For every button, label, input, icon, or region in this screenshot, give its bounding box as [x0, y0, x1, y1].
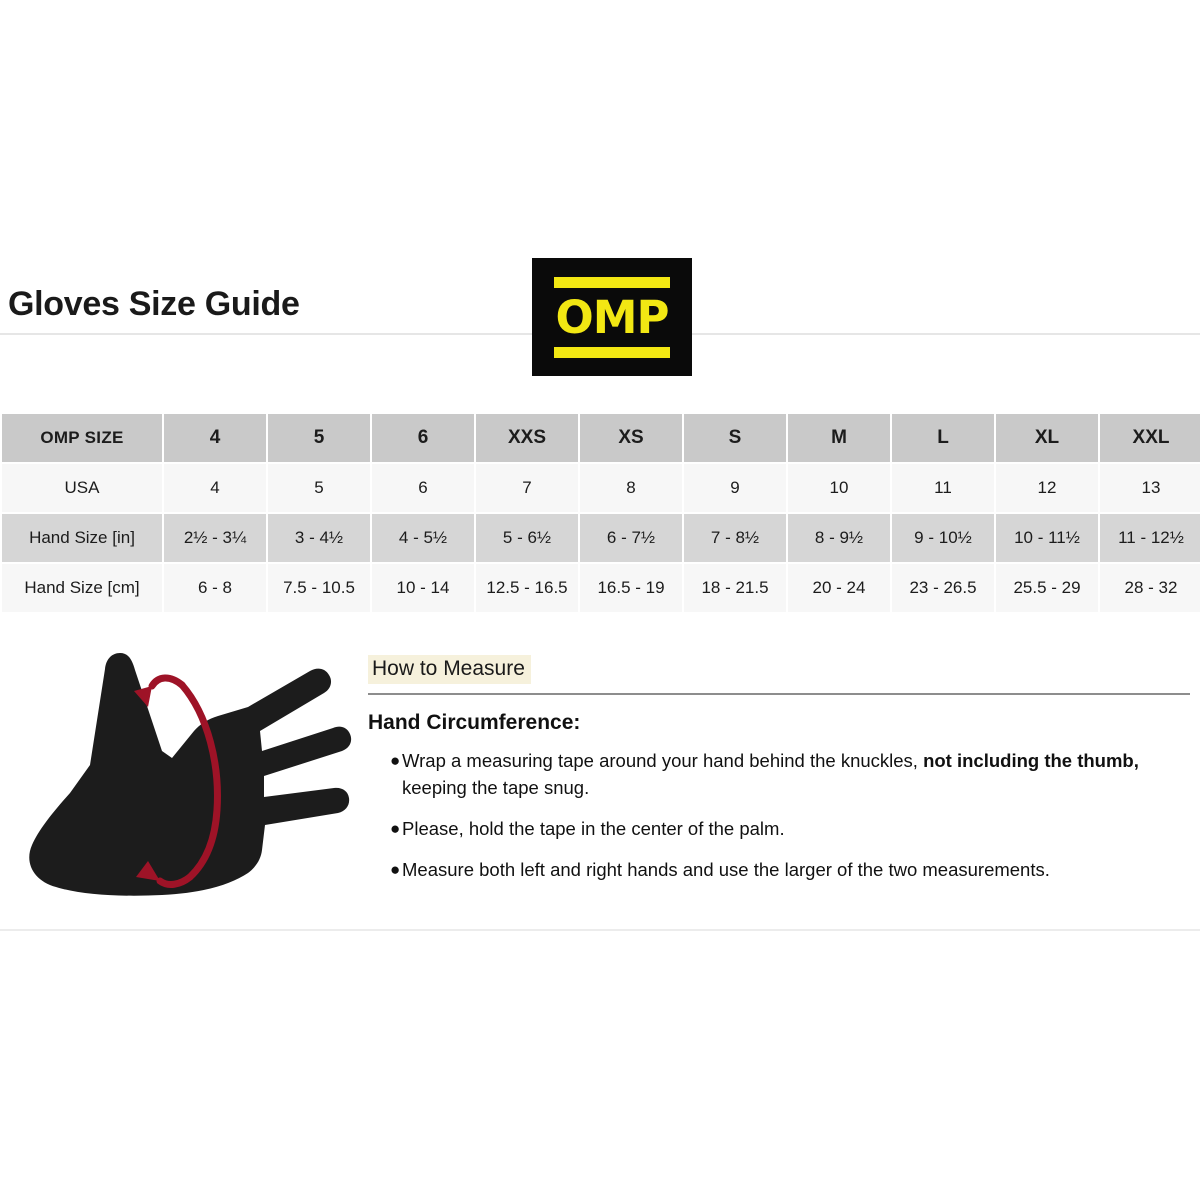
- cell-omp-size-2: 6: [372, 414, 474, 462]
- cell-hand-in-6: 8 - 9½: [788, 514, 890, 562]
- hand-circumference-heading: Hand Circumference:: [368, 711, 581, 734]
- row-label-hand-size-cm: Hand Size [cm]: [2, 564, 162, 612]
- bullet-dot-icon: ●: [390, 819, 401, 838]
- row-label-omp-size: OMP SIZE: [2, 414, 162, 462]
- table-row-hand-size-in: Hand Size [in] 2½ - 3¼ 3 - 4½ 4 - 5½ 5 -…: [2, 514, 1200, 562]
- bullet-1-prefix: Wrap a measuring tape around your hand b…: [402, 750, 924, 771]
- cell-hand-in-1: 3 - 4½: [268, 514, 370, 562]
- cell-hand-in-7: 9 - 10½: [892, 514, 994, 562]
- cell-omp-size-1: 5: [268, 414, 370, 462]
- logo-text: OMP: [555, 290, 669, 344]
- cell-usa-4: 8: [580, 464, 682, 512]
- cell-usa-8: 12: [996, 464, 1098, 512]
- cell-hand-cm-1: 7.5 - 10.5: [268, 564, 370, 612]
- tape-arrow-bottom-icon: [136, 861, 160, 881]
- list-item: ● Measure both left and right hands and …: [368, 856, 1190, 883]
- measure-instructions-panel: How to Measure Hand Circumference: ● Wra…: [368, 655, 1190, 897]
- page-header: Gloves Size Guide OMP: [0, 258, 1200, 383]
- cell-hand-cm-6: 20 - 24: [788, 564, 890, 612]
- cell-hand-in-9: 11 - 12½: [1100, 514, 1200, 562]
- hand-measuring-icon: [29, 653, 352, 896]
- cell-hand-in-5: 7 - 8½: [684, 514, 786, 562]
- cell-hand-in-8: 10 - 11½: [996, 514, 1098, 562]
- page-title: Gloves Size Guide: [8, 285, 300, 323]
- tape-front-curve: [178, 681, 221, 881]
- bullet-dot-icon: ●: [390, 751, 401, 770]
- list-item: ● Wrap a measuring tape around your hand…: [368, 747, 1190, 801]
- cell-omp-size-3: XXS: [476, 414, 578, 462]
- cell-omp-size-6: M: [788, 414, 890, 462]
- cell-hand-cm-9: 28 - 32: [1100, 564, 1200, 612]
- cell-usa-2: 6: [372, 464, 474, 512]
- tape-bottom-curve: [156, 873, 194, 888]
- bullet-text-3: Measure both left and right hands and us…: [402, 859, 1050, 880]
- hand-illustration: [12, 645, 352, 915]
- cell-usa-5: 9: [684, 464, 786, 512]
- cell-usa-6: 10: [788, 464, 890, 512]
- how-to-measure-title: How to Measure: [368, 655, 531, 684]
- tape-top-curve: [148, 674, 186, 690]
- cell-hand-in-0: 2½ - 3¼: [164, 514, 266, 562]
- table-row-hand-size-cm: Hand Size [cm] 6 - 8 7.5 - 10.5 10 - 14 …: [2, 564, 1200, 612]
- bullet-text-1: Wrap a measuring tape around your hand b…: [402, 747, 1190, 801]
- logo-top-bar: [554, 276, 670, 288]
- cell-omp-size-4: XS: [580, 414, 682, 462]
- bottom-divider: [0, 929, 1200, 931]
- bullet-1-bold: not including the thumb,: [923, 750, 1139, 771]
- cell-hand-cm-8: 25.5 - 29: [996, 564, 1098, 612]
- cell-hand-in-3: 5 - 6½: [476, 514, 578, 562]
- cell-omp-size-7: L: [892, 414, 994, 462]
- hand-silhouette: [29, 653, 352, 896]
- cell-omp-size-8: XL: [996, 414, 1098, 462]
- cell-usa-1: 5: [268, 464, 370, 512]
- panel-divider: [368, 693, 1190, 695]
- tape-arrow-top-icon: [134, 686, 152, 707]
- cell-hand-in-4: 6 - 7½: [580, 514, 682, 562]
- cell-omp-size-5: S: [684, 414, 786, 462]
- cell-hand-cm-3: 12.5 - 16.5: [476, 564, 578, 612]
- cell-omp-size-0: 4: [164, 414, 266, 462]
- cell-hand-cm-4: 16.5 - 19: [580, 564, 682, 612]
- omp-logo: OMP: [532, 258, 692, 376]
- bullet-dot-icon: ●: [390, 860, 401, 879]
- row-label-usa: USA: [2, 464, 162, 512]
- bullet-1-suffix: keeping the tape snug.: [402, 777, 590, 798]
- bullet-text-2: Please, hold the tape in the center of t…: [402, 818, 785, 839]
- cell-hand-cm-0: 6 - 8: [164, 564, 266, 612]
- cell-hand-cm-2: 10 - 14: [372, 564, 474, 612]
- how-to-measure-section: How to Measure Hand Circumference: ● Wra…: [0, 640, 1200, 930]
- cell-usa-3: 7: [476, 464, 578, 512]
- size-chart-table: OMP SIZE 4 5 6 XXS XS S M L XL XXL USA 4…: [0, 412, 1200, 614]
- cell-hand-cm-7: 23 - 26.5: [892, 564, 994, 612]
- cell-usa-7: 11: [892, 464, 994, 512]
- row-label-hand-size-in: Hand Size [in]: [2, 514, 162, 562]
- cell-hand-in-2: 4 - 5½: [372, 514, 474, 562]
- cell-usa-0: 4: [164, 464, 266, 512]
- list-item: ● Please, hold the tape in the center of…: [368, 815, 1190, 842]
- cell-hand-cm-5: 18 - 21.5: [684, 564, 786, 612]
- measure-bullet-list: ● Wrap a measuring tape around your hand…: [368, 747, 1190, 883]
- logo-bottom-bar: [554, 346, 670, 358]
- cell-omp-size-9: XXL: [1100, 414, 1200, 462]
- table-row-usa: USA 4 5 6 7 8 9 10 11 12 13: [2, 464, 1200, 512]
- cell-usa-9: 13: [1100, 464, 1200, 512]
- table-row-omp-size: OMP SIZE 4 5 6 XXS XS S M L XL XXL: [2, 414, 1200, 462]
